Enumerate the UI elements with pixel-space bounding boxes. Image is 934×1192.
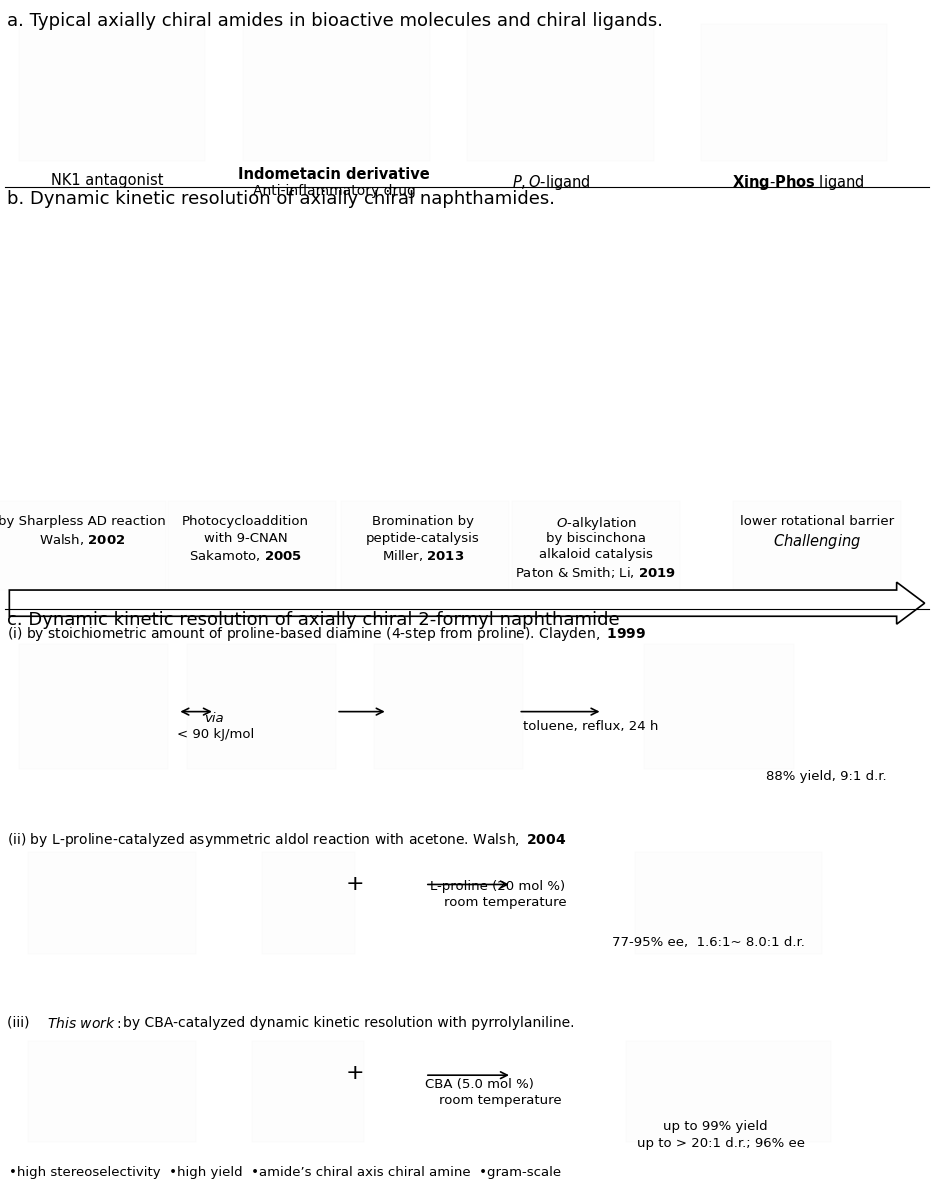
Text: c. Dynamic kinetic resolution of axially chiral 2-formyl naphthamide: c. Dynamic kinetic resolution of axially… [7,611,620,629]
Text: Sakamoto, $\mathbf{2005}$: Sakamoto, $\mathbf{2005}$ [190,548,302,564]
Text: CBA (5.0 mol %): CBA (5.0 mol %) [425,1078,534,1091]
Bar [341,501,509,590]
Text: (ii) by L-proline-catalyzed asymmetric aldol reaction with acetone. Walsh, $\mat: (ii) by L-proline-catalyzed asymmetric a… [7,831,567,849]
Text: up to > 20:1 d.r.; 96% ee: up to > 20:1 d.r.; 96% ee [637,1137,805,1150]
Bar [243,24,430,161]
Bar [28,852,196,954]
Text: b. Dynamic kinetic resolution of axially chiral naphthamides.: b. Dynamic kinetic resolution of axially… [7,190,556,207]
Text: $\it{P,O}$-ligand: $\it{P,O}$-ligand [512,173,590,192]
Text: lower rotational barrier: lower rotational barrier [740,515,895,528]
Bar [374,644,523,769]
Text: alkaloid catalysis: alkaloid catalysis [539,548,653,561]
Text: toluene, reflux, 24 h: toluene, reflux, 24 h [523,720,658,733]
Text: Paton & Smith; Li, $\mathbf{2019}$: Paton & Smith; Li, $\mathbf{2019}$ [516,565,676,581]
Bar [644,644,794,769]
Text: L-proline (20 mol %): L-proline (20 mol %) [430,880,565,893]
Text: 77-95% ee,  1.6:1~ 8.0:1 d.r.: 77-95% ee, 1.6:1~ 8.0:1 d.r. [612,936,805,949]
Text: $\it{O}$-alkylation: $\it{O}$-alkylation [556,515,636,532]
Text: < 90 kJ/mol: < 90 kJ/mol [177,728,255,741]
Bar [467,24,654,161]
Text: room temperature: room temperature [444,896,566,909]
Text: up to 99% yield: up to 99% yield [663,1120,768,1134]
Text: $\mathbf{\it{This\ work:}}$: $\mathbf{\it{This\ work:}}$ [47,1016,120,1031]
Text: by biscinchona: by biscinchona [545,532,646,545]
Text: via: via [204,712,223,725]
Text: by Sharpless AD reaction: by Sharpless AD reaction [0,515,166,528]
Text: Walsh, $\mathbf{2002}$: Walsh, $\mathbf{2002}$ [39,532,125,547]
Text: with 9-CNAN: with 9-CNAN [204,532,288,545]
Bar [187,644,336,769]
Text: $\mathbf{Xing}$-$\mathbf{Phos}$ ligand: $\mathbf{Xing}$-$\mathbf{Phos}$ ligand [732,173,865,192]
Bar [512,501,680,590]
Text: Indometacin derivative: Indometacin derivative [238,167,431,182]
Text: •high stereoselectivity  •high yield  •amide’s chiral axis chiral amine  •gram-s: •high stereoselectivity •high yield •ami… [9,1166,561,1179]
Text: 88% yield, 9:1 d.r.: 88% yield, 9:1 d.r. [766,770,886,783]
Bar [626,1041,831,1142]
Text: peptide-catalysis: peptide-catalysis [366,532,480,545]
FancyArrow shape [9,582,925,625]
Text: (iii): (iii) [7,1016,37,1030]
Text: +: + [346,1063,364,1082]
Bar [262,852,355,954]
Bar [19,644,168,769]
Text: (i) by stoichiometric amount of proline-based diamine (4-step from proline). Cla: (i) by stoichiometric amount of proline-… [7,625,646,642]
Bar [168,501,336,590]
Text: Anti-inflammatory drug: Anti-inflammatory drug [253,184,416,198]
Bar [700,24,887,161]
Bar [0,501,166,590]
Bar [28,1041,196,1142]
Bar [733,501,901,590]
Text: NK1 antagonist: NK1 antagonist [51,173,163,188]
Text: Miller, $\mathbf{2013}$: Miller, $\mathbf{2013}$ [382,548,464,564]
Text: Photocycloaddition: Photocycloaddition [182,515,309,528]
Bar [19,24,205,161]
Text: by CBA-catalyzed dynamic kinetic resolution with pyrrolylaniline.: by CBA-catalyzed dynamic kinetic resolut… [123,1016,574,1030]
Bar [635,852,822,954]
Text: +: + [346,875,364,894]
Bar [252,1041,364,1142]
Text: Bromination by: Bromination by [372,515,474,528]
Text: room temperature: room temperature [439,1094,561,1107]
Text: $\mathbf{\it{Challenging}}$: $\mathbf{\it{Challenging}}$ [773,532,861,551]
Text: a. Typical axially chiral amides in bioactive molecules and chiral ligands.: a. Typical axially chiral amides in bioa… [7,12,663,30]
